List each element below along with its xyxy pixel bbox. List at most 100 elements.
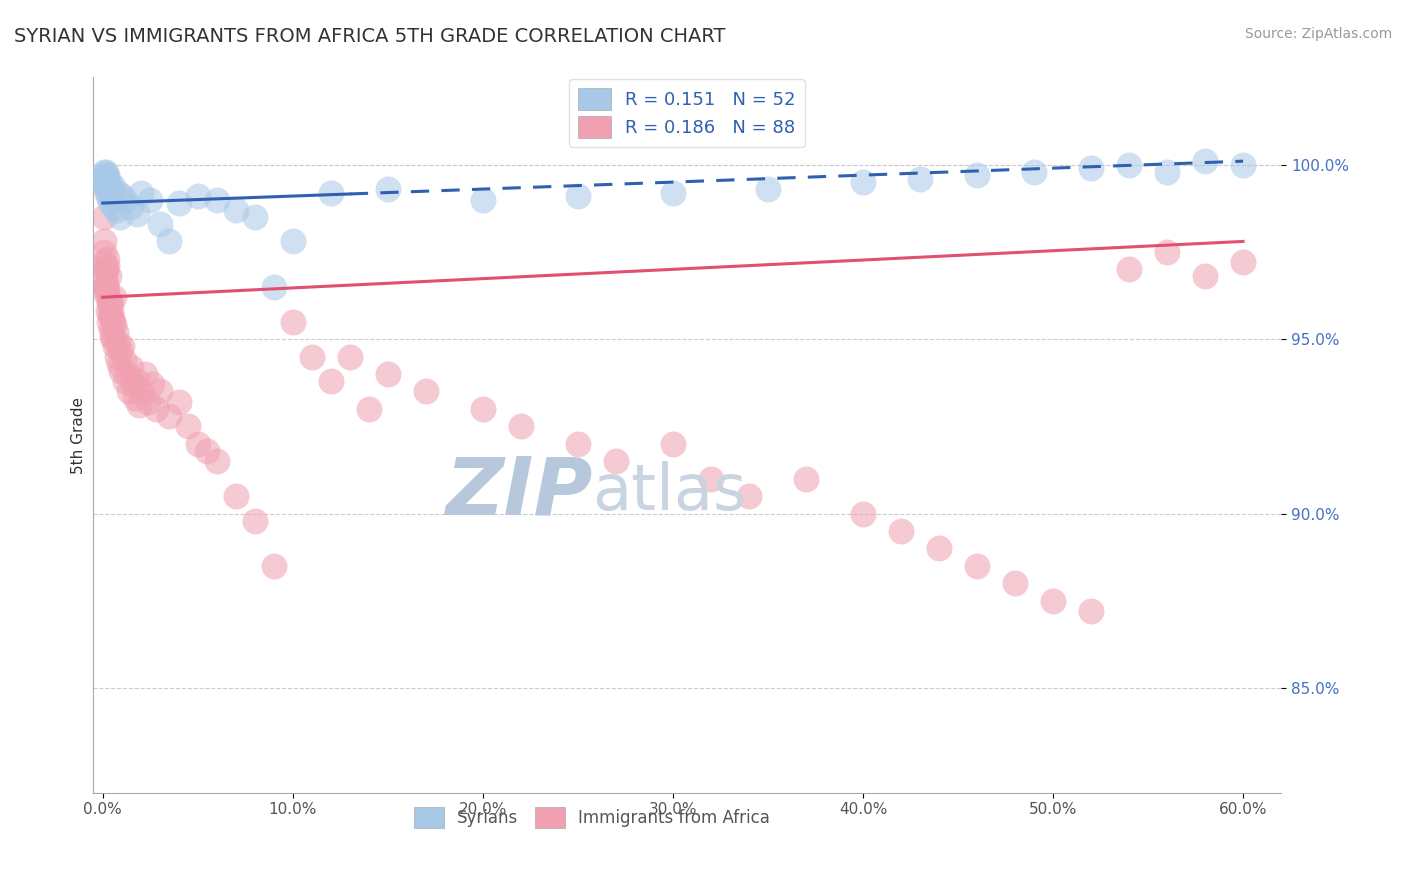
Text: Source: ZipAtlas.com: Source: ZipAtlas.com	[1244, 27, 1392, 41]
Point	[852, 175, 875, 189]
Point	[966, 558, 988, 573]
Point	[97, 304, 120, 318]
Point	[471, 193, 494, 207]
Point	[93, 175, 115, 189]
Point	[662, 186, 685, 200]
Point	[928, 541, 950, 556]
Y-axis label: 5th Grade: 5th Grade	[72, 397, 86, 474]
Point	[100, 182, 122, 196]
Point	[1156, 164, 1178, 178]
Point	[98, 293, 121, 308]
Point	[104, 325, 127, 339]
Text: atlas: atlas	[592, 461, 747, 524]
Point	[157, 409, 180, 423]
Point	[111, 339, 134, 353]
Point	[101, 315, 124, 329]
Point	[319, 186, 342, 200]
Point	[509, 419, 531, 434]
Point	[100, 321, 122, 335]
Point	[167, 196, 190, 211]
Point	[1080, 604, 1102, 618]
Point	[118, 384, 141, 399]
Point	[136, 395, 159, 409]
Point	[93, 244, 115, 259]
Point	[149, 384, 172, 399]
Point	[125, 374, 148, 388]
Point	[94, 262, 117, 277]
Point	[263, 279, 285, 293]
Point	[567, 436, 589, 450]
Point	[1156, 244, 1178, 259]
Point	[93, 235, 115, 249]
Point	[104, 202, 127, 217]
Point	[93, 168, 115, 182]
Point	[357, 401, 380, 416]
Legend: Syrians, Immigrants from Africa: Syrians, Immigrants from Africa	[408, 801, 778, 834]
Point	[93, 210, 115, 224]
Point	[908, 171, 931, 186]
Point	[205, 193, 228, 207]
Point	[415, 384, 437, 399]
Point	[114, 193, 136, 207]
Point	[105, 350, 128, 364]
Point	[605, 454, 627, 468]
Point	[1194, 269, 1216, 284]
Point	[94, 164, 117, 178]
Point	[93, 164, 115, 178]
Point	[149, 217, 172, 231]
Point	[1232, 158, 1254, 172]
Point	[145, 401, 167, 416]
Point	[107, 186, 129, 200]
Point	[96, 259, 118, 273]
Point	[117, 367, 139, 381]
Point	[567, 189, 589, 203]
Point	[110, 363, 132, 377]
Point	[97, 290, 120, 304]
Point	[195, 443, 218, 458]
Point	[243, 210, 266, 224]
Point	[114, 374, 136, 388]
Point	[319, 374, 342, 388]
Point	[966, 168, 988, 182]
Point	[852, 507, 875, 521]
Point	[94, 175, 117, 189]
Point	[97, 189, 120, 203]
Point	[1232, 255, 1254, 269]
Point	[96, 186, 118, 200]
Point	[98, 196, 121, 211]
Point	[97, 269, 120, 284]
Point	[377, 182, 399, 196]
Point	[738, 489, 761, 503]
Point	[281, 315, 304, 329]
Point	[141, 377, 163, 392]
Point	[1118, 262, 1140, 277]
Point	[263, 558, 285, 573]
Point	[1042, 594, 1064, 608]
Point	[96, 252, 118, 266]
Point	[1004, 576, 1026, 591]
Point	[134, 367, 156, 381]
Point	[101, 193, 124, 207]
Point	[98, 315, 121, 329]
Point	[1080, 161, 1102, 176]
Point	[471, 401, 494, 416]
Point	[103, 200, 125, 214]
Point	[107, 335, 129, 350]
Point	[100, 304, 122, 318]
Point	[125, 206, 148, 220]
Point	[96, 283, 118, 297]
Point	[97, 178, 120, 193]
Point	[128, 398, 150, 412]
Point	[104, 339, 127, 353]
Point	[187, 436, 209, 450]
Point	[101, 332, 124, 346]
Point	[94, 279, 117, 293]
Point	[129, 384, 152, 399]
Point	[794, 472, 817, 486]
Point	[93, 269, 115, 284]
Point	[756, 182, 779, 196]
Point	[103, 290, 125, 304]
Text: SYRIAN VS IMMIGRANTS FROM AFRICA 5TH GRADE CORRELATION CHART: SYRIAN VS IMMIGRANTS FROM AFRICA 5TH GRA…	[14, 27, 725, 45]
Point	[98, 308, 121, 322]
Point	[700, 472, 723, 486]
